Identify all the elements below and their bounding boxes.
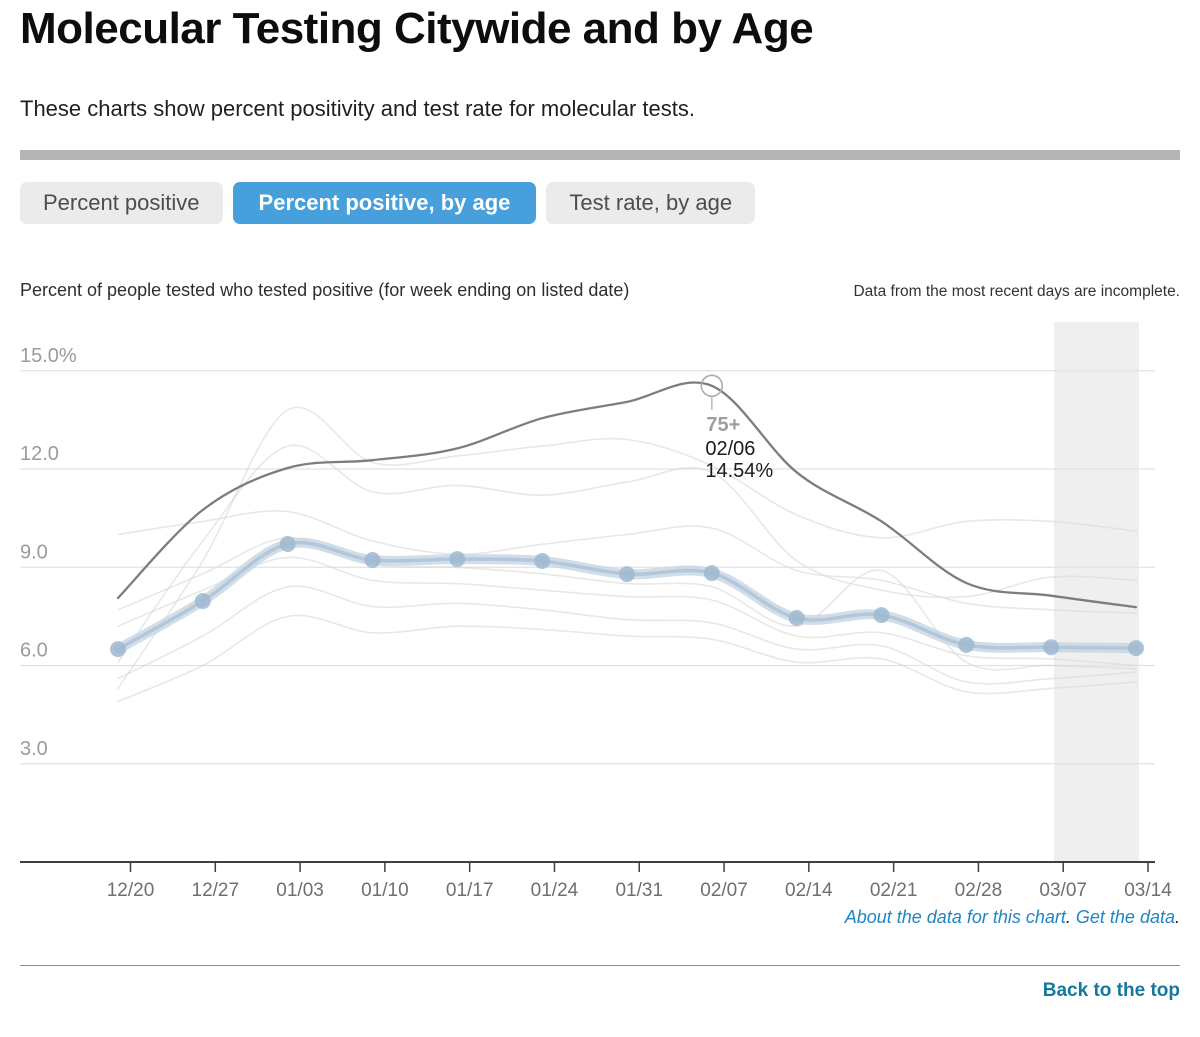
citywide-data-point[interactable]: [958, 636, 975, 653]
y-axis-label: 15.0%: [20, 345, 77, 367]
x-axis-label: 12/27: [192, 880, 240, 901]
tab-test-rate-by-age[interactable]: Test rate, by age: [546, 182, 756, 224]
back-to-top-link[interactable]: Back to the top: [1042, 980, 1180, 1001]
about-the-data-link[interactable]: About the data for this chart: [844, 907, 1066, 927]
y-axis-label: 3.0: [20, 738, 48, 760]
citywide-data-point[interactable]: [1043, 639, 1060, 656]
x-axis-label: 02/14: [785, 880, 833, 901]
chart-heading: Percent of people tested who tested posi…: [20, 280, 630, 300]
x-axis-label: 03/07: [1039, 880, 1087, 901]
page-subtitle: These charts show percent positivity and…: [20, 96, 695, 121]
about-period: .: [1065, 907, 1071, 927]
tooltip-series-label: 75+: [706, 414, 740, 436]
faint-age-line: [117, 510, 1137, 614]
section-divider-bar: [20, 150, 1180, 160]
highlighted-75plus-line: [116, 381, 1138, 609]
x-axis-label: 02/07: [700, 880, 748, 901]
x-axis-label: 01/31: [615, 880, 663, 901]
footer-divider: [20, 965, 1180, 966]
line-chart[interactable]: 15.0% 12.0 9.0 6.0 3.0 75+ 02/06 14.54% 12/20 12/…: [0, 310, 1200, 910]
x-axis-label: 01/24: [531, 880, 579, 901]
x-axis-label: 02/28: [955, 880, 1003, 901]
incomplete-data-note: Data from the most recent days are incom…: [853, 283, 1180, 300]
citywide-line-band: [113, 537, 1141, 655]
x-axis-label: 03/14: [1124, 880, 1172, 901]
y-axis-label: 9.0: [20, 541, 48, 563]
citywide-data-point[interactable]: [194, 593, 211, 609]
x-axis-label: 01/03: [276, 880, 324, 901]
get-the-data-link[interactable]: Get the data: [1075, 907, 1175, 927]
tooltip-marker-circle: [700, 374, 724, 398]
faint-age-line: [117, 614, 1137, 703]
citywide-data-point[interactable]: [703, 565, 720, 582]
chart-footer-links: About the data for this chart. Get the d…: [845, 907, 1180, 928]
citywide-data-point[interactable]: [619, 566, 635, 583]
tab-percent-positive-by-age[interactable]: Percent positive, by age: [232, 182, 537, 224]
citywide-data-point[interactable]: [110, 641, 126, 658]
citywide-data-point[interactable]: [364, 552, 381, 568]
page-title: Molecular Testing Citywide and by Age: [20, 4, 814, 53]
x-axis-label: 01/17: [446, 880, 494, 901]
tab-percent-positive[interactable]: Percent positive: [20, 182, 223, 224]
citywide-line: [116, 540, 1138, 651]
citywide-data-point[interactable]: [534, 553, 551, 569]
faint-age-line: [117, 406, 1137, 690]
faint-age-line: [117, 585, 1137, 685]
x-axis-label: 12/20: [107, 880, 155, 901]
x-axis-label: 01/10: [361, 880, 409, 901]
tooltip-date-label: 02/06: [705, 438, 755, 460]
faint-age-line: [117, 444, 1137, 663]
citywide-data-point[interactable]: [279, 536, 296, 552]
incomplete-data-band: [1054, 322, 1139, 862]
citywide-data-point[interactable]: [873, 607, 890, 624]
chart-tab-bar: Percent positive Percent positive, by ag…: [20, 182, 756, 224]
faint-age-line: [117, 556, 1137, 667]
get-period: .: [1174, 907, 1180, 927]
tooltip-value-label: 14.54%: [705, 460, 773, 482]
citywide-data-point[interactable]: [449, 551, 466, 568]
citywide-data-point[interactable]: [1128, 640, 1144, 657]
y-axis-label: 6.0: [20, 640, 48, 662]
x-axis-label: 02/21: [870, 880, 918, 901]
y-axis-label: 12.0: [20, 443, 59, 465]
citywide-data-point[interactable]: [788, 610, 805, 626]
